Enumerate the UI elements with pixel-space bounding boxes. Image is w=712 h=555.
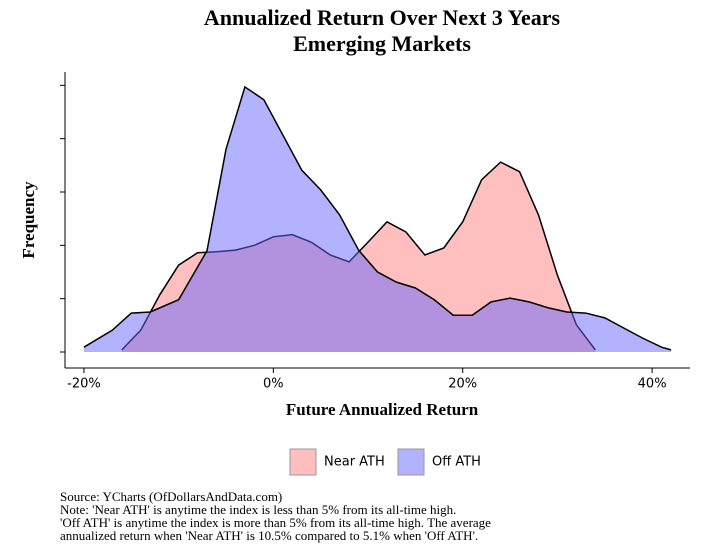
density-area [83, 86, 672, 352]
legend-label: Near ATH [324, 455, 385, 470]
source-note: Source: YCharts (OfDollarsAndData.com) [60, 489, 282, 504]
note: annualized return when 'Near ATH' is 10.… [60, 528, 478, 543]
chart-title: Annualized Return Over Next 3 Years [204, 5, 561, 30]
x-tick-label: 40% [638, 377, 667, 392]
x-tick-label: 0% [263, 377, 284, 392]
note: 'Off ATH' is anytime the index is more t… [60, 515, 491, 530]
legend-label: Off ATH [432, 455, 481, 470]
chart-title: Emerging Markets [293, 31, 471, 56]
density-line [83, 85, 672, 351]
legend-swatch [289, 448, 317, 476]
note: Note: 'Near ATH' is anytime the index is… [60, 502, 456, 517]
x-tick-label: 20% [448, 377, 477, 392]
x-axis-label: Future Annualized Return [286, 400, 479, 419]
y-axis-label: Frequency [19, 181, 38, 259]
x-tick-label: -20% [67, 377, 101, 392]
legend-swatch [397, 448, 425, 476]
